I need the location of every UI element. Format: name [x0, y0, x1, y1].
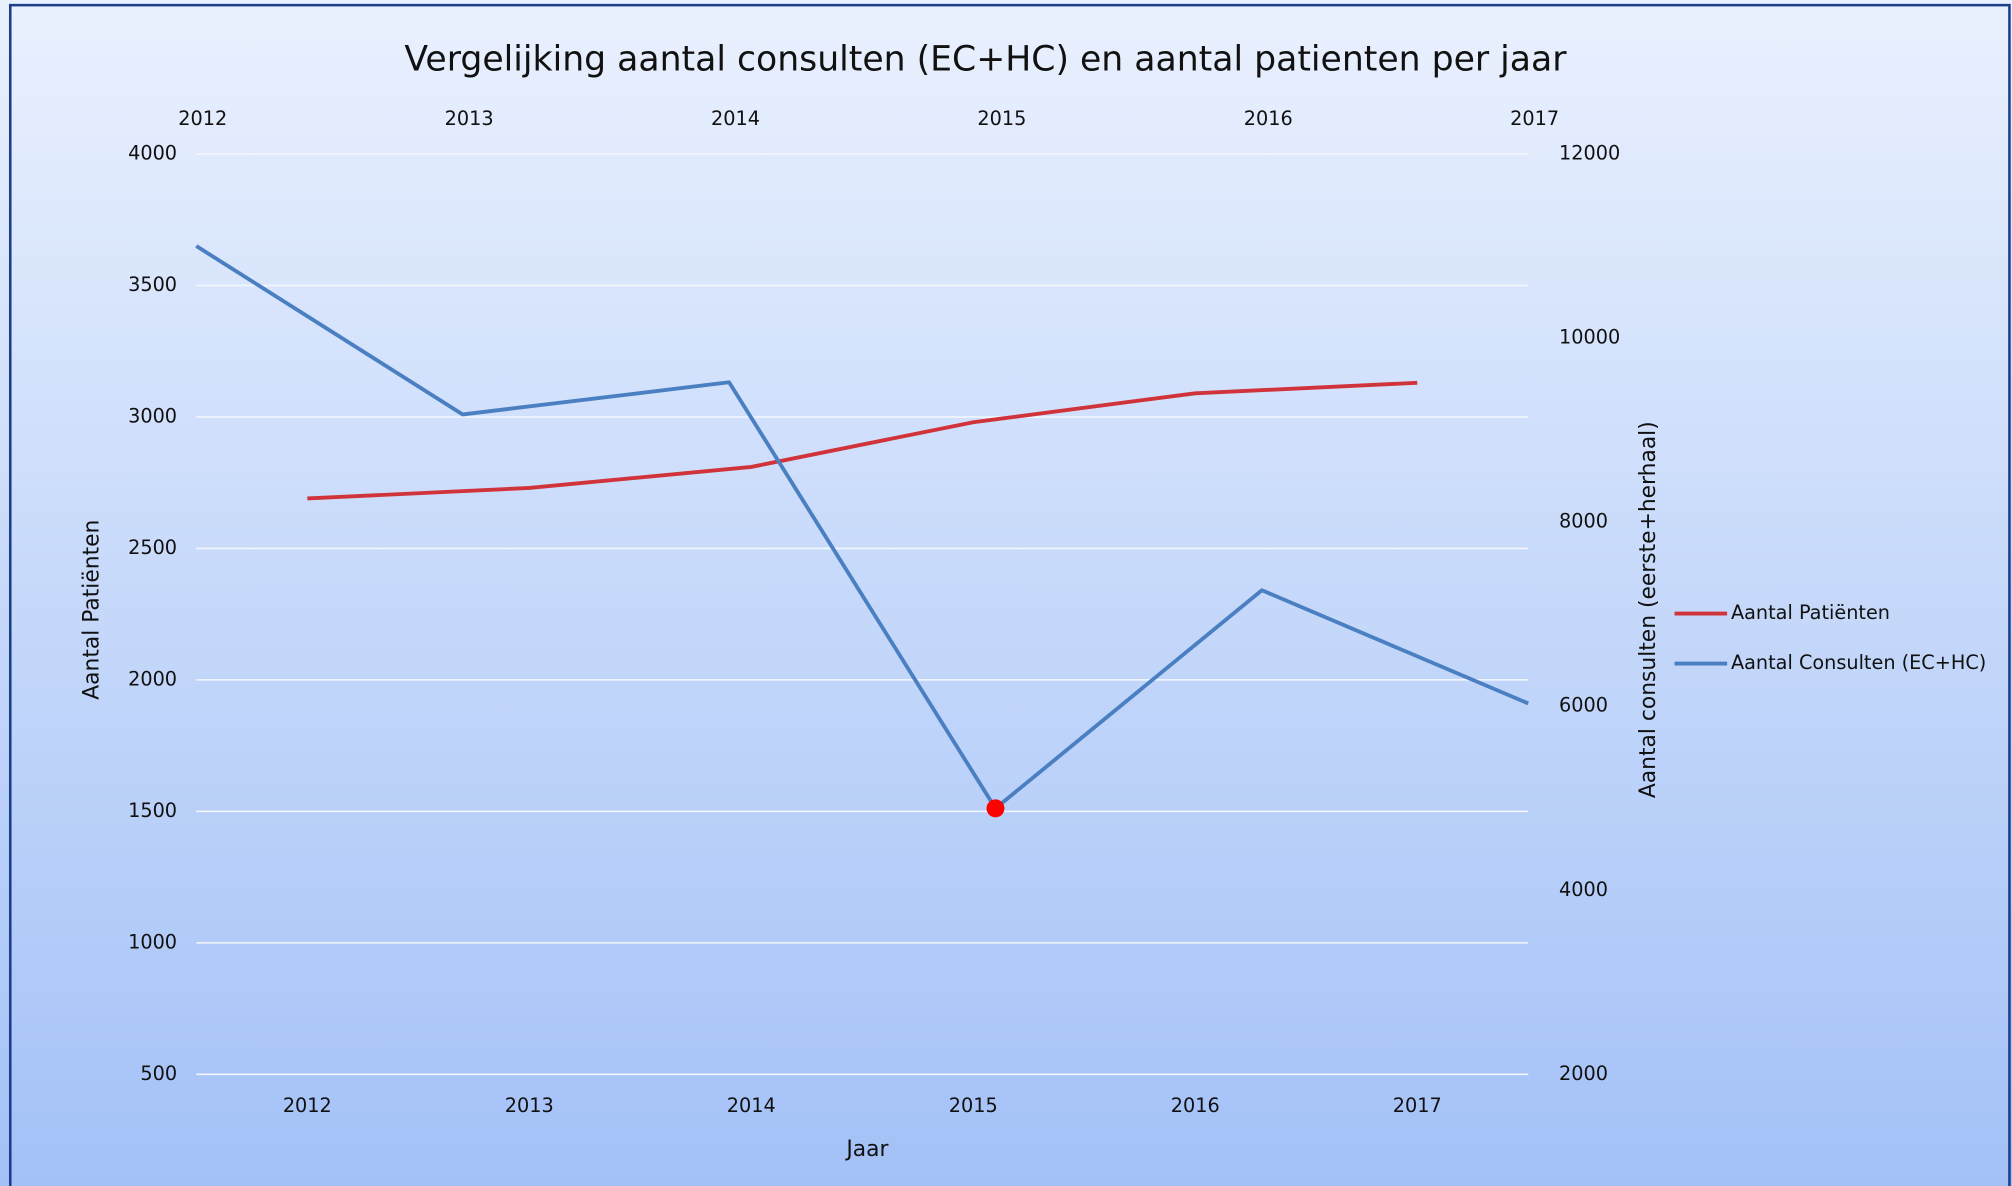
y-axis-title: Aantal Patiënten	[79, 520, 104, 700]
series-line	[307, 380, 1418, 501]
series-line	[195, 244, 1530, 811]
x2-tick-label: 2015	[977, 107, 1026, 130]
y-tick-label: 1500	[128, 799, 177, 822]
y-tick-label: 2000	[128, 667, 177, 690]
x2-tick-label: 2017	[1510, 107, 1559, 130]
y2-tick-label: 8000	[1559, 510, 1608, 533]
y2-tick-label: 10000	[1559, 326, 1620, 349]
highlight-point	[986, 799, 1005, 818]
x-tick-label: 2014	[727, 1094, 776, 1117]
x2-tick-label: 2012	[178, 107, 227, 130]
y2-tick-label: 4000	[1559, 878, 1608, 901]
y2-tick-label: 6000	[1559, 694, 1608, 717]
frame	[8, 3, 2011, 1186]
x-tick-label: 2015	[949, 1094, 998, 1117]
x2-tick-label: 2013	[445, 107, 494, 130]
x2-tick-label: 2014	[711, 107, 760, 130]
y2-axis-title: Aantal consulten (eerste+herhaal)	[1636, 421, 1661, 798]
chart-title: Vergelijking aantal consulten (EC+HC) en…	[404, 39, 1567, 79]
x-axis-title: Jaar	[844, 1137, 888, 1162]
y2-tick-label: 2000	[1559, 1062, 1608, 1085]
y-tick-label: 2500	[128, 536, 177, 559]
legend-label: Aantal Consulten (EC+HC)	[1731, 651, 1986, 674]
y-tick-label: 4000	[128, 142, 177, 165]
y2-tick-label: 12000	[1559, 142, 1620, 165]
x-tick-label: 2012	[283, 1094, 332, 1117]
x-tick-label: 2017	[1393, 1094, 1442, 1117]
y-tick-label: 3000	[128, 404, 177, 427]
y-tick-label: 3500	[128, 273, 177, 296]
y-tick-label: 500	[140, 1062, 177, 1085]
y-tick-label: 1000	[128, 930, 177, 953]
legend-label: Aantal Patiënten	[1731, 601, 1890, 624]
x2-tick-label: 2016	[1244, 107, 1293, 130]
x-tick-label: 2013	[505, 1094, 554, 1117]
x-tick-label: 2016	[1171, 1094, 1220, 1117]
